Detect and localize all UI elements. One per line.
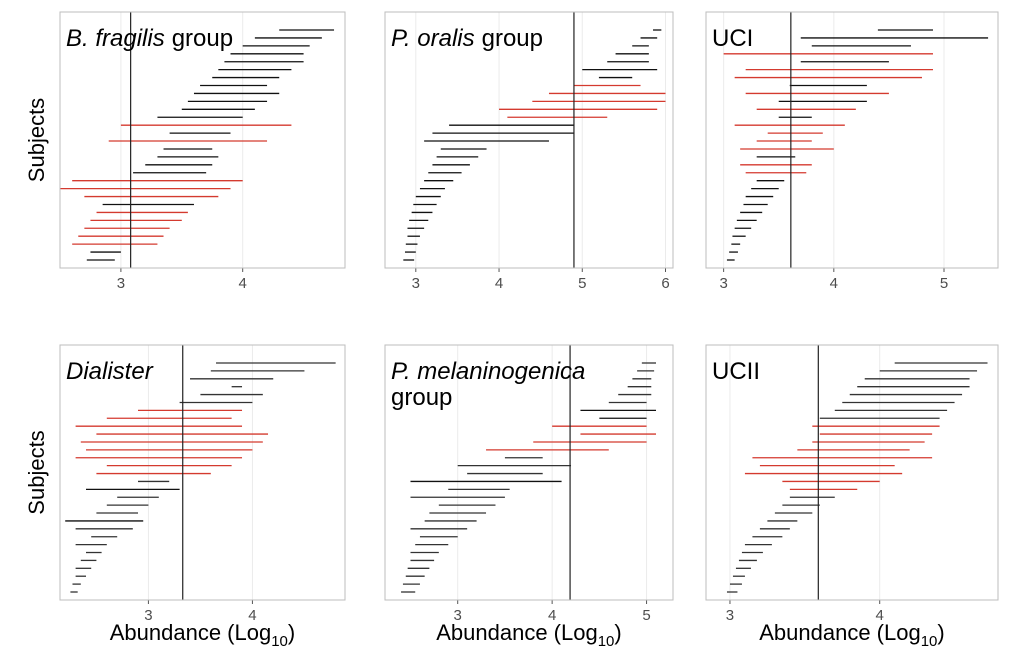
x-axis-label-end: ) xyxy=(937,620,944,645)
x-tick-label: 5 xyxy=(940,275,948,292)
panel-border xyxy=(59,344,346,601)
title-italic: P. oralis xyxy=(391,25,475,52)
panel-background xyxy=(60,12,345,268)
y-axis-label: Subjects xyxy=(24,430,49,514)
title-rest: group xyxy=(172,25,233,52)
x-axis-label: Abundance (Log10) xyxy=(759,620,944,650)
x-axis-label-main: Abundance (Log xyxy=(110,620,271,645)
panel-background xyxy=(706,345,998,600)
x-tick-label: 3 xyxy=(719,275,727,292)
x-tick-label: 3 xyxy=(454,607,462,624)
title-rest: group xyxy=(482,25,543,52)
panel-border xyxy=(705,344,999,601)
panel: 3 4 Dialister Subjects Abundance (Log10) xyxy=(24,344,346,650)
title-rest: UCII xyxy=(712,358,760,385)
panel-border xyxy=(705,11,999,269)
title-italic: Dialister xyxy=(66,358,154,385)
panel: 3 4 B. fragilis group Subjects xyxy=(24,11,346,292)
panel: 3 4 UCII Abundance (Log10) xyxy=(705,344,999,650)
panel-title: B. fragilis group xyxy=(66,25,233,52)
panel-background xyxy=(385,12,673,268)
x-tick-label: 4 xyxy=(239,275,247,292)
title-italic: P. melaninogenica xyxy=(391,358,585,385)
x-tick-label: 3 xyxy=(726,607,734,624)
x-tick-label: 4 xyxy=(830,275,838,292)
panel: 3 4 5 6 P. oralis group xyxy=(384,11,674,292)
x-tick-label: 4 xyxy=(495,275,503,292)
x-axis-label-sub: 10 xyxy=(271,633,288,650)
x-axis-label-end: ) xyxy=(288,620,295,645)
panel: 3 4 5 UCI xyxy=(705,11,999,292)
panel-border xyxy=(384,11,674,269)
x-tick-label: 3 xyxy=(412,275,420,292)
panel-background xyxy=(385,345,673,600)
panel-background xyxy=(706,12,998,268)
x-tick-label: 3 xyxy=(144,607,152,624)
x-tick-label: 6 xyxy=(661,275,669,292)
x-tick-label: 4 xyxy=(876,607,884,624)
panel-border xyxy=(59,11,346,269)
x-tick-label: 4 xyxy=(548,607,556,624)
x-tick-label: 5 xyxy=(578,275,586,292)
x-axis-label-sub: 10 xyxy=(921,633,938,650)
x-axis-label-main: Abundance (Log xyxy=(759,620,920,645)
x-axis-label-end: ) xyxy=(614,620,621,645)
panel-title: P. oralis group xyxy=(391,25,543,52)
panel-title: UCI xyxy=(712,25,753,52)
y-axis-label: Subjects xyxy=(24,98,49,182)
x-axis-label-main: Abundance (Log xyxy=(436,620,597,645)
x-tick-label: 5 xyxy=(642,607,650,624)
x-axis-label: Abundance (Log10) xyxy=(436,620,621,650)
x-tick-label: 3 xyxy=(117,275,125,292)
panel-border xyxy=(384,344,674,601)
panel-background xyxy=(60,345,345,600)
panel-title: UCII xyxy=(712,358,760,385)
x-axis-label: Abundance (Log10) xyxy=(110,620,295,650)
panel-title: Dialister xyxy=(66,358,154,385)
panel-title-line2: group xyxy=(391,384,452,411)
title-italic: B. fragilis xyxy=(66,25,165,52)
x-tick-label: 4 xyxy=(248,607,256,624)
title-rest: UCI xyxy=(712,25,753,52)
panel-title: P. melaninogenica xyxy=(391,358,585,385)
x-axis-label-sub: 10 xyxy=(598,633,615,650)
